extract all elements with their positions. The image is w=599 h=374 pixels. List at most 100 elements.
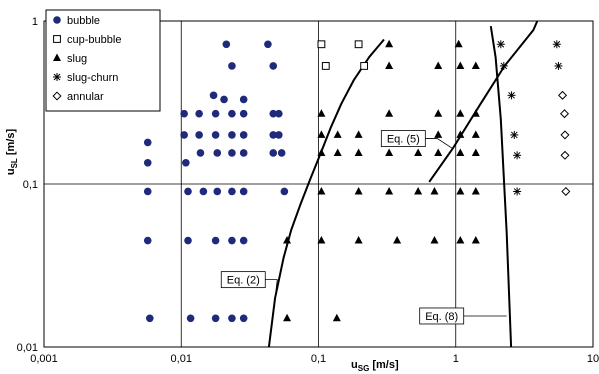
bubble-point (182, 158, 190, 167)
x-axis-title: uSG [m/s] (351, 359, 399, 373)
slug-point (354, 186, 363, 195)
x-tick-label: 0,01 (171, 353, 192, 365)
bubble-point (269, 62, 278, 70)
y-axis-title: uSL [m/s] (5, 129, 19, 176)
bubble-point (184, 187, 192, 196)
slug-point (354, 236, 363, 244)
slug-point (283, 236, 292, 244)
series-cup-bubble (317, 40, 369, 70)
bubble-point (239, 236, 248, 245)
slug-point (385, 148, 394, 156)
slug-point (414, 148, 423, 156)
callout-box (380, 130, 426, 147)
y-tick-label: 0,01 (17, 342, 38, 354)
annular-point (559, 109, 570, 119)
series-annular (558, 90, 571, 196)
bubble-point (228, 109, 236, 118)
slug-point (393, 236, 402, 244)
slug-point (471, 236, 480, 244)
bubble-point (269, 149, 278, 157)
slug-churn-point (499, 61, 508, 70)
slug-point (333, 148, 342, 156)
legend-label-slug-churn: slug-churn (67, 72, 118, 84)
bubble-point (211, 236, 220, 245)
y-tick-label: 1 (32, 16, 38, 28)
annular-point (561, 186, 571, 196)
bubble-point (211, 109, 220, 118)
slug-churn-point (507, 91, 516, 100)
bubble-point (196, 149, 205, 157)
slug-churn-point (552, 40, 561, 49)
slug-point (434, 148, 443, 156)
bubble-point (222, 40, 231, 49)
slug-point (385, 109, 394, 117)
bubble-point (277, 149, 286, 157)
bubble-point (195, 109, 203, 118)
slug-point (385, 39, 394, 48)
slug-churn-point (554, 61, 563, 70)
curve-eq-5 (428, 20, 539, 183)
legend: bubble cup-bubble slug slug-churn annular (45, 9, 161, 112)
bubble-point (186, 314, 195, 323)
slug-point (456, 109, 465, 117)
slug-point (317, 148, 326, 156)
bubble-point (239, 109, 248, 118)
tick-labels: 0,001 0,01 0,1 1 100,010,11 (17, 16, 599, 365)
annular-point (560, 130, 570, 140)
slug-point (471, 148, 480, 156)
legend-label-annular: annular (67, 91, 104, 103)
callout-label: Eq. (8) (425, 311, 458, 323)
slug-point (333, 130, 342, 138)
slug-point (430, 186, 439, 195)
legend-marker-cup-bubble (53, 35, 61, 43)
slug-point (317, 130, 326, 138)
legend-marker-annular (52, 91, 62, 101)
slug-point (354, 148, 363, 156)
slug-point (456, 186, 465, 195)
cup-bubble-point (317, 40, 326, 49)
bubble-point (228, 131, 236, 139)
bubble-point (239, 131, 248, 139)
bubble-point (180, 131, 188, 139)
bubble-point (239, 187, 248, 196)
slug-point (456, 236, 465, 244)
bubble-point (239, 95, 248, 104)
curve-eq-8 (489, 25, 513, 348)
y-tick-label: 0,1 (23, 179, 38, 191)
slug-point (434, 109, 443, 117)
series-bubble (143, 40, 289, 323)
bubble-point (184, 236, 192, 245)
bubble-point (211, 131, 220, 139)
slug-churn-point (513, 187, 522, 196)
bubble-point (275, 109, 283, 118)
bubble-point (143, 187, 152, 196)
callout-box (419, 307, 465, 325)
bubble-point (264, 40, 272, 49)
slug-churn-point (513, 151, 522, 160)
x-tick-label: 0,001 (30, 353, 58, 365)
slug-point (471, 61, 480, 69)
cup-bubble-point (360, 62, 369, 70)
bubble-point (239, 149, 248, 157)
bubble-point (228, 236, 236, 245)
bubble-point (228, 62, 236, 70)
legend-label-slug: slug (67, 53, 87, 65)
slug-point (283, 313, 292, 322)
slug-point (317, 236, 326, 244)
slug-point (471, 109, 480, 117)
x-tick-label: 1 (453, 353, 459, 365)
annular-point (560, 150, 570, 160)
x-tick-label: 10 (587, 353, 599, 365)
bubble-point (228, 149, 236, 157)
annular-point (558, 90, 568, 100)
bubble-point (213, 149, 222, 157)
series-slug-churn (496, 40, 563, 196)
slug-point (434, 130, 443, 138)
cup-bubble-point (354, 40, 363, 49)
bubble-point (269, 109, 278, 118)
bubble-point (228, 187, 236, 196)
slug-point (332, 313, 341, 322)
callout-box (220, 271, 266, 289)
callout-label: Eq. (5) (387, 134, 420, 146)
slug-point (471, 186, 480, 195)
